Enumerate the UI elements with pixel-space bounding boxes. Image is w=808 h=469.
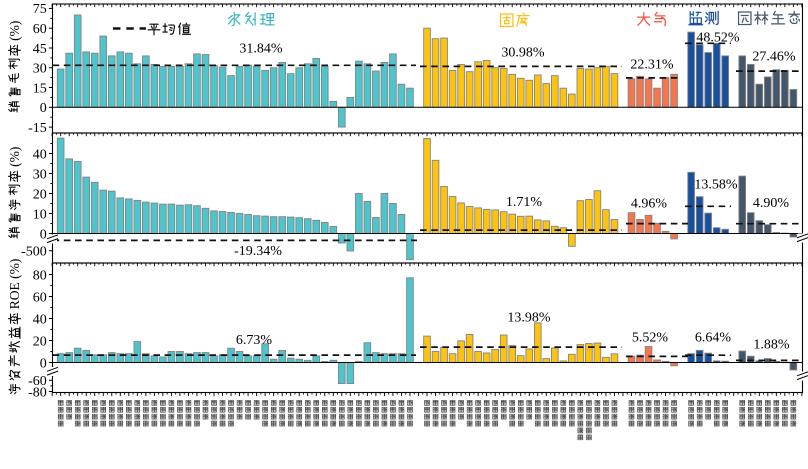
svg-text:40: 40 [33, 312, 47, 327]
svg-text:0: 0 [40, 227, 47, 242]
svg-text:15: 15 [33, 81, 47, 96]
svg-text:4.90%: 4.90% [753, 196, 790, 211]
svg-text:6.73%: 6.73% [236, 333, 273, 348]
svg-text:6.64%: 6.64% [695, 331, 732, 346]
svg-text:-15: -15 [28, 121, 47, 136]
svg-text:30.98%: 30.98% [501, 46, 545, 61]
svg-text:30: 30 [33, 167, 47, 182]
svg-text:31.84%: 31.84% [239, 42, 283, 57]
svg-text:5.52%: 5.52% [632, 331, 669, 346]
svg-text:1.88%: 1.88% [753, 338, 790, 353]
svg-text:20: 20 [33, 334, 47, 349]
svg-text:10: 10 [33, 207, 47, 222]
svg-text:-500: -500 [21, 245, 47, 260]
svg-text:30: 30 [33, 62, 47, 77]
svg-text:13.98%: 13.98% [507, 311, 551, 326]
svg-text:(%): (%) [7, 147, 22, 167]
svg-text:27.46%: 27.46% [752, 50, 796, 65]
svg-text:45: 45 [33, 42, 47, 57]
svg-text:-80: -80 [28, 385, 47, 400]
svg-text:0: 0 [40, 101, 47, 116]
svg-text:75: 75 [33, 2, 47, 17]
svg-text:60: 60 [33, 22, 47, 37]
svg-text:1.71%: 1.71% [506, 195, 543, 210]
svg-text:20: 20 [33, 187, 47, 202]
svg-text:48.52%: 48.52% [696, 31, 740, 46]
svg-text:22.31%: 22.31% [630, 58, 674, 73]
svg-text:4.96%: 4.96% [631, 197, 668, 212]
svg-text:13.58%: 13.58% [694, 178, 738, 193]
svg-text:-19.34%: -19.34% [234, 244, 282, 259]
svg-text:0: 0 [40, 356, 47, 371]
svg-text:40: 40 [33, 147, 47, 162]
svg-text:ROE (%): ROE (%) [7, 259, 22, 310]
svg-text:(%): (%) [7, 21, 22, 41]
svg-text:80: 80 [33, 268, 47, 283]
svg-text:60: 60 [33, 290, 47, 305]
